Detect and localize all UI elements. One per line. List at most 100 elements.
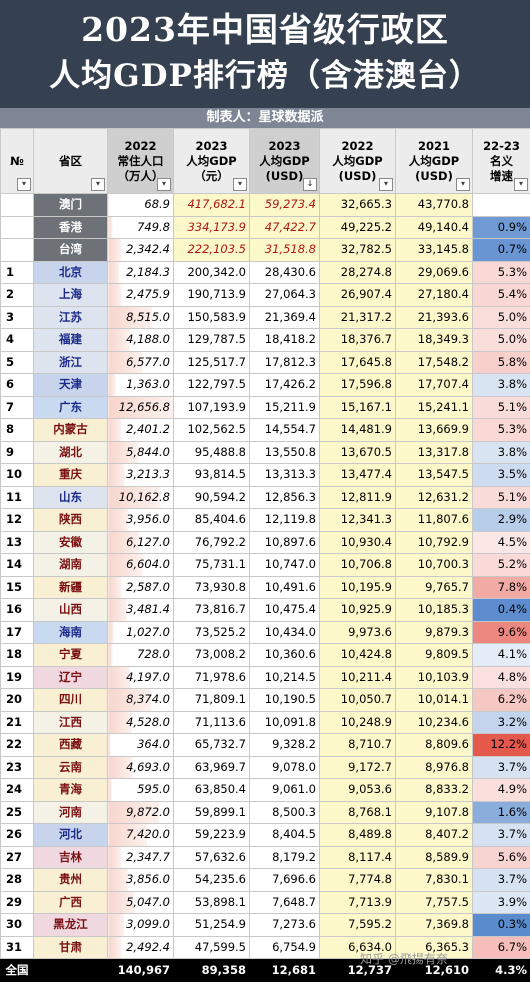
cell-growth: 4.9% xyxy=(472,778,530,802)
header-text: (USD) xyxy=(338,168,377,183)
table-row: 22 西藏 364.0 65,732.7 9,328.2 8,710.7 8,809.6 12… xyxy=(0,733,530,757)
cell-usd22: 10,195.9 xyxy=(319,575,396,599)
cell-pop: 3,481.4 xyxy=(107,598,174,622)
filter-dropdown-icon[interactable]: ▾ xyxy=(233,178,247,191)
filter-dropdown-icon[interactable]: ▾ xyxy=(514,178,528,191)
cell-pop: 2,492.4 xyxy=(107,935,174,959)
cell-pop: 1,027.0 xyxy=(107,620,174,644)
cell-usd23: 9,078.0 xyxy=(249,755,320,779)
cell-usd21: 43,770.8 xyxy=(395,193,473,217)
cell-pop: 3,956.0 xyxy=(107,508,174,532)
cell-growth: 4.8% xyxy=(472,665,530,689)
cell-rank: 19 xyxy=(0,665,34,689)
cell-growth: 4.5% xyxy=(472,530,530,554)
header-row: № ▾ 省区 ▾ 2022 常住人口 （万人） ▾ 2023 人均GDP （元） ▾ 2023 人均GDP… xyxy=(0,128,530,194)
cell-gdp23: 65,732.7 xyxy=(173,733,250,757)
cell-rank: 13 xyxy=(0,530,34,554)
cell-usd21: 9,809.5 xyxy=(395,643,473,667)
cell-growth: 0.4% xyxy=(472,598,530,622)
cell-rank: 10 xyxy=(0,463,34,487)
ranking-table-container: № ▾ 省区 ▾ 2022 常住人口 （万人） ▾ 2023 人均GDP （元） ▾ 2023 人均GDP… xyxy=(0,128,530,982)
header-text: （万人） xyxy=(117,168,164,183)
cell-usd21: 10,700.3 xyxy=(395,553,473,577)
cell-usd23: 13,550.8 xyxy=(249,440,320,464)
cell-growth: 5.6% xyxy=(472,845,530,869)
cell-growth: 3.7% xyxy=(472,868,530,892)
filter-dropdown-icon[interactable]: ▾ xyxy=(91,178,105,191)
total-growth: 4.3% xyxy=(472,958,530,982)
cell-gdp23: 102,562.5 xyxy=(173,418,250,442)
cell-growth: 2.9% xyxy=(472,508,530,532)
cell-gdp23: 71,809.1 xyxy=(173,688,250,712)
cell-usd22: 17,596.8 xyxy=(319,373,396,397)
cell-rank: 24 xyxy=(0,778,34,802)
cell-pop: 6,127.0 xyxy=(107,530,174,554)
cell-rank: 23 xyxy=(0,755,34,779)
cell-usd22: 10,248.9 xyxy=(319,710,396,734)
cell-usd21: 15,241.1 xyxy=(395,395,473,419)
total-gdp-cny: 89,358 xyxy=(173,958,250,982)
filter-dropdown-icon[interactable]: ▾ xyxy=(379,178,393,191)
cell-growth: 0.3% xyxy=(472,913,530,937)
cell-prov: 新疆 xyxy=(33,575,108,599)
filter-dropdown-icon[interactable]: ▾ xyxy=(456,178,470,191)
cell-rank: 25 xyxy=(0,800,34,824)
cell-rank xyxy=(0,193,34,217)
cell-gdp23: 75,731.1 xyxy=(173,553,250,577)
table-row: 1 北京 2,184.3 200,342.0 28,430.6 28,274.8 29,06… xyxy=(0,260,530,284)
table-row: 30 黑龙江 3,099.0 51,254.9 7,273.6 7,595.2 7,369.… xyxy=(0,913,530,937)
table-row: 8 内蒙古 2,401.2 102,562.5 14,554.7 14,481.9 13,6… xyxy=(0,418,530,442)
cell-usd22: 17,645.8 xyxy=(319,350,396,374)
cell-rank: 2 xyxy=(0,283,34,307)
cell-usd22: 8,710.7 xyxy=(319,733,396,757)
header-text: (USD) xyxy=(415,168,453,183)
table-row: 18 宁夏 728.0 73,008.2 10,360.6 10,424.8 9,809.5… xyxy=(0,643,530,667)
cell-prov: 云南 xyxy=(33,755,108,779)
filter-dropdown-icon[interactable]: ↓ xyxy=(303,178,317,191)
cell-pop: 2,342.4 xyxy=(107,238,174,262)
cell-usd22: 12,811.9 xyxy=(319,485,396,509)
cell-growth: 0.9% xyxy=(472,215,530,239)
cell-usd23: 12,856.3 xyxy=(249,485,320,509)
cell-rank: 18 xyxy=(0,643,34,667)
cell-gdp23: 85,404.6 xyxy=(173,508,250,532)
cell-gdp23: 90,594.2 xyxy=(173,485,250,509)
table-row: 26 河北 7,420.0 59,223.9 8,404.5 8,489.8 8,407.2… xyxy=(0,823,530,847)
cell-rank: 28 xyxy=(0,868,34,892)
header-text: 人均GDP xyxy=(332,153,383,168)
cell-usd21: 13,317.8 xyxy=(395,440,473,464)
cell-usd21: 10,234.6 xyxy=(395,710,473,734)
table-row: 28 贵州 3,856.0 54,235.6 7,696.6 7,774.8 7,830.1… xyxy=(0,868,530,892)
cell-usd23: 59,273.4 xyxy=(249,193,320,217)
column-header-rank: № ▾ xyxy=(0,128,34,194)
cell-growth: 5.0% xyxy=(472,328,530,352)
cell-growth: 0.7% xyxy=(472,238,530,262)
cell-gdp23: 71,113.6 xyxy=(173,710,250,734)
cell-usd22: 10,930.4 xyxy=(319,530,396,554)
cell-gdp23: 71,978.6 xyxy=(173,665,250,689)
cell-pop: 2,184.3 xyxy=(107,260,174,284)
cell-growth: 5.0% xyxy=(472,305,530,329)
table-row: 17 海南 1,027.0 73,525.2 10,434.0 9,973.6 9,879.… xyxy=(0,620,530,644)
cell-prov: 山东 xyxy=(33,485,108,509)
header-text: 人均GDP xyxy=(186,153,237,168)
cell-growth: 3.8% xyxy=(472,440,530,464)
cell-pop: 595.0 xyxy=(107,778,174,802)
cell-rank: 5 xyxy=(0,350,34,374)
cell-usd22: 28,274.8 xyxy=(319,260,396,284)
cell-usd22: 8,489.8 xyxy=(319,823,396,847)
cell-usd22: 12,341.3 xyxy=(319,508,396,532)
header-text: 2023 xyxy=(195,138,228,153)
table-row: 4 福建 4,188.0 129,787.5 18,418.2 18,376.7 18,34… xyxy=(0,328,530,352)
cell-prov: 湖北 xyxy=(33,440,108,464)
cell-usd23: 27,064.3 xyxy=(249,283,320,307)
filter-dropdown-icon[interactable]: ▾ xyxy=(17,178,31,191)
cell-usd21: 12,631.2 xyxy=(395,485,473,509)
header-text: 2022 xyxy=(124,138,157,153)
cell-usd21: 10,014.1 xyxy=(395,688,473,712)
cell-gdp23: 73,525.2 xyxy=(173,620,250,644)
cell-usd22: 13,477.4 xyxy=(319,463,396,487)
cell-prov: 四川 xyxy=(33,688,108,712)
filter-dropdown-icon[interactable]: ▾ xyxy=(157,178,171,191)
cell-usd21: 9,879.3 xyxy=(395,620,473,644)
